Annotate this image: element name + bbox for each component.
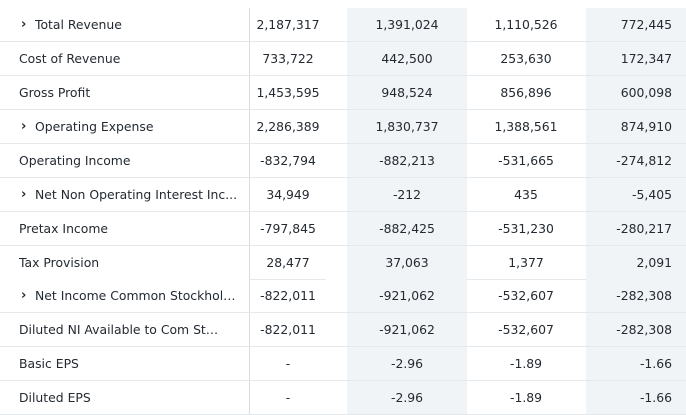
row-label-text: Pretax Income — [19, 221, 109, 236]
value-cell: 1,391,024 — [347, 8, 467, 41]
row-label: Diluted NI Available to Com Stock... — [0, 313, 250, 346]
row-label[interactable]: › Net Non Operating Interest Inc... — [0, 178, 250, 211]
value-cell: 1,453,595 — [256, 85, 320, 100]
table-row: Operating Income -832,794 -882,213 -531,665… — [0, 144, 686, 178]
row-label: Pretax Income — [0, 212, 250, 245]
value-cell: 172,347 — [586, 42, 686, 75]
value-cell: 253,630 — [500, 51, 552, 66]
value-cell: -1.89 — [509, 390, 543, 405]
value-cell: -1.89 — [509, 356, 543, 371]
value-cell: -2.96 — [347, 347, 467, 380]
value-cell: -282,308 — [586, 279, 686, 312]
row-label: Gross Profit — [0, 76, 250, 109]
table-row: › Net Income Common Stockhold... -822,011 -… — [0, 279, 686, 313]
table-row: › Total Revenue 2,187,317 1,391,024 1,110,52… — [0, 8, 686, 42]
row-label: Cost of Revenue — [0, 42, 250, 75]
chevron-right-icon[interactable]: › — [21, 17, 27, 32]
value-cell: 2,091 — [586, 246, 686, 279]
value-cell: 442,500 — [347, 42, 467, 75]
row-label-text: Gross Profit — [19, 85, 91, 100]
chevron-right-icon[interactable]: › — [21, 187, 27, 202]
row-label-text: Diluted EPS — [19, 390, 91, 405]
table-row: Tax Provision 28,477 37,063 1,377 2,091 — [0, 246, 686, 280]
value-cell: - — [285, 356, 291, 371]
table-row: Basic EPS - -2.96 -1.89 -1.66 — [0, 347, 686, 381]
row-label-text: Net Income Common Stockhold... — [35, 288, 240, 303]
value-cell: 2,187,317 — [256, 17, 320, 32]
row-label-text: Tax Provision — [19, 255, 100, 270]
value-cell: -882,425 — [347, 212, 467, 245]
value-cell: 600,098 — [586, 76, 686, 109]
value-cell: -1.66 — [586, 347, 686, 380]
value-cell: 948,524 — [347, 76, 467, 109]
value-cell: 772,445 — [586, 8, 686, 41]
row-label[interactable]: › Operating Expense — [0, 110, 250, 143]
row-label-text: Cost of Revenue — [19, 51, 121, 66]
chevron-right-icon[interactable]: › — [21, 119, 27, 134]
value-cell: 28,477 — [266, 255, 310, 270]
value-cell: -822,011 — [260, 322, 316, 337]
value-cell: -280,217 — [586, 212, 686, 245]
value-cell: 1,830,737 — [347, 110, 467, 143]
table-row: Gross Profit 1,453,595 948,524 856,896 600,0… — [0, 76, 686, 110]
table-row: Pretax Income -797,845 -882,425 -531,230 -28… — [0, 212, 686, 246]
value-cell: -532,607 — [498, 288, 554, 303]
table-row: › Net Non Operating Interest Inc... 34,949… — [0, 178, 686, 212]
value-cell: 435 — [514, 187, 538, 202]
income-statement-table: › Total Revenue 2,187,317 1,391,024 1,110,52… — [0, 8, 686, 415]
table-row: Cost of Revenue 733,722 442,500 253,630 172,… — [0, 42, 686, 76]
row-label-text: Operating Income — [19, 153, 131, 168]
value-cell: 1,377 — [508, 255, 544, 270]
row-label-text: Basic EPS — [19, 356, 79, 371]
row-label: Operating Income — [0, 144, 250, 177]
row-label-text: Net Non Operating Interest Inc... — [35, 187, 238, 202]
table-row: Diluted EPS - -2.96 -1.89 -1.66 — [0, 381, 686, 415]
row-label-text: Total Revenue — [35, 17, 122, 32]
row-label-text: Diluted NI Available to Com Stock... — [19, 322, 224, 337]
value-cell: 1,110,526 — [494, 17, 558, 32]
row-label: Diluted EPS — [0, 381, 250, 414]
chevron-right-icon[interactable]: › — [21, 288, 27, 303]
value-cell: -921,062 — [347, 313, 467, 346]
row-label-text: Operating Expense — [35, 119, 154, 134]
value-cell: -797,845 — [260, 221, 316, 236]
value-cell: 856,896 — [500, 85, 552, 100]
value-cell: 733,722 — [262, 51, 314, 66]
value-cell: -921,062 — [347, 279, 467, 312]
value-cell: -531,230 — [498, 221, 554, 236]
value-cell: -274,812 — [586, 144, 686, 177]
value-cell: -1.66 — [586, 381, 686, 414]
value-cell: -282,308 — [586, 313, 686, 346]
row-label[interactable]: › Total Revenue — [0, 8, 250, 41]
value-cell: -2.96 — [347, 381, 467, 414]
table-row: Diluted NI Available to Com Stock... -822… — [0, 313, 686, 347]
value-cell: 34,949 — [266, 187, 310, 202]
table-row: › Operating Expense 2,286,389 1,830,737 1,38… — [0, 110, 686, 144]
value-cell: -212 — [347, 178, 467, 211]
value-cell: -5,405 — [586, 178, 686, 211]
value-cell: 37,063 — [347, 246, 467, 279]
value-cell: -531,665 — [498, 153, 554, 168]
value-cell: -832,794 — [260, 153, 316, 168]
value-cell: -532,607 — [498, 322, 554, 337]
row-label: Basic EPS — [0, 347, 250, 380]
row-label: Tax Provision — [0, 246, 250, 279]
value-cell: 2,286,389 — [256, 119, 320, 134]
value-cell: 874,910 — [586, 110, 686, 143]
value-cell: -822,011 — [260, 288, 316, 303]
value-cell: 1,388,561 — [494, 119, 558, 134]
row-label[interactable]: › Net Income Common Stockhold... — [0, 279, 250, 312]
value-cell: - — [285, 390, 291, 405]
value-cell: -882,213 — [347, 144, 467, 177]
